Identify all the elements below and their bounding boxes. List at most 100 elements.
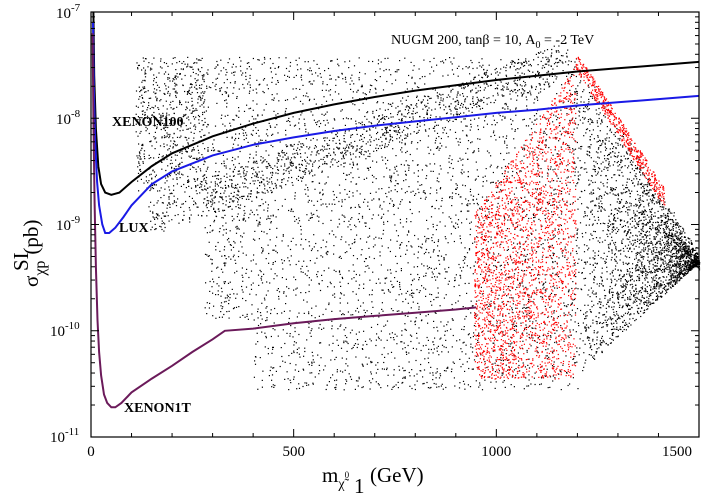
scatter-point	[399, 281, 401, 284]
scatter-point	[629, 161, 631, 163]
scatter-point	[228, 241, 230, 243]
scatter-point	[534, 119, 536, 121]
scatter-point	[401, 188, 403, 190]
scatter-point	[344, 76, 347, 78]
scatter-point	[448, 266, 450, 269]
scatter-point	[503, 175, 505, 177]
scatter-point	[233, 240, 235, 243]
scatter-point	[460, 242, 462, 244]
scatter-point	[275, 250, 277, 252]
scatter-point	[547, 316, 549, 318]
scatter-point	[579, 82, 581, 84]
scatter-point	[442, 132, 444, 134]
scatter-point	[285, 108, 287, 110]
scatter-point	[360, 86, 362, 88]
scatter-point	[638, 198, 640, 200]
scatter-point	[537, 246, 539, 248]
scatter-point	[532, 337, 534, 339]
scatter-point	[181, 173, 183, 175]
scatter-point	[424, 193, 426, 195]
scatter-point	[521, 282, 523, 284]
scatter-point	[137, 67, 139, 69]
scatter-point	[302, 103, 304, 105]
scatter-point	[492, 368, 494, 370]
scatter-point	[167, 78, 169, 80]
scatter-point	[302, 170, 304, 172]
scatter-point	[602, 305, 604, 307]
scatter-point	[555, 137, 557, 139]
scatter-point	[390, 308, 393, 310]
scatter-point	[162, 105, 164, 107]
scatter-point	[272, 133, 274, 135]
scatter-point	[147, 66, 149, 68]
scatter-point	[137, 64, 140, 67]
scatter-point	[550, 166, 552, 168]
scatter-point	[554, 260, 556, 263]
scatter-point	[226, 294, 228, 296]
scatter-point	[203, 134, 205, 137]
scatter-point	[164, 126, 166, 128]
scatter-point	[552, 272, 554, 274]
scatter-point	[389, 269, 391, 271]
scatter-point	[436, 326, 438, 328]
scatter-point	[418, 327, 420, 329]
scatter-point	[235, 226, 237, 228]
scatter-point	[195, 116, 197, 118]
scatter-point	[150, 141, 152, 143]
scatter-point	[183, 114, 185, 116]
scatter-point	[411, 212, 413, 215]
scatter-point	[375, 339, 377, 341]
scatter-point	[355, 280, 357, 282]
scatter-point	[406, 82, 408, 84]
scatter-point	[488, 270, 490, 272]
scatter-point	[553, 366, 555, 368]
scatter-point	[481, 77, 484, 79]
scatter-point	[427, 322, 429, 324]
scatter-point	[561, 252, 563, 254]
scatter-point	[542, 247, 544, 249]
scatter-point	[363, 128, 365, 130]
scatter-point	[599, 298, 601, 300]
scatter-point	[425, 196, 427, 198]
scatter-point	[683, 259, 685, 261]
scatter-point	[189, 168, 191, 170]
scatter-point	[148, 97, 150, 99]
scatter-point	[220, 295, 222, 297]
scatter-point	[444, 225, 446, 227]
scatter-point	[166, 108, 168, 110]
scatter-point	[204, 121, 206, 123]
scatter-point	[267, 347, 269, 350]
scatter-point	[674, 270, 676, 273]
scatter-point	[615, 147, 617, 150]
scatter-point	[246, 315, 248, 317]
scatter-point	[404, 315, 406, 317]
scatter-point	[454, 227, 457, 229]
scatter-point	[257, 129, 259, 131]
scatter-point	[444, 330, 446, 332]
scatter-point	[240, 145, 242, 147]
scatter-point	[160, 58, 162, 60]
scatter-point	[621, 226, 623, 228]
scatter-point	[410, 284, 412, 286]
scatter-point	[293, 350, 295, 352]
scatter-point	[535, 198, 537, 200]
scatter-point	[557, 177, 559, 179]
scatter-point	[472, 84, 475, 86]
scatter-point	[313, 147, 316, 149]
scatter-point	[481, 66, 483, 68]
scatter-point	[363, 287, 365, 289]
scatter-point	[539, 83, 541, 85]
scatter-point	[571, 74, 573, 76]
scatter-point	[580, 309, 582, 312]
scatter-point	[338, 93, 340, 95]
scatter-point	[430, 366, 432, 368]
scatter-point	[350, 378, 353, 380]
scatter-point	[329, 154, 332, 156]
scatter-point	[382, 159, 384, 161]
scatter-point	[494, 371, 497, 373]
scatter-point	[491, 124, 493, 126]
scatter-point	[536, 97, 538, 99]
scatter-point	[481, 196, 484, 198]
scatter-point	[523, 304, 525, 306]
scatter-point	[583, 366, 585, 368]
